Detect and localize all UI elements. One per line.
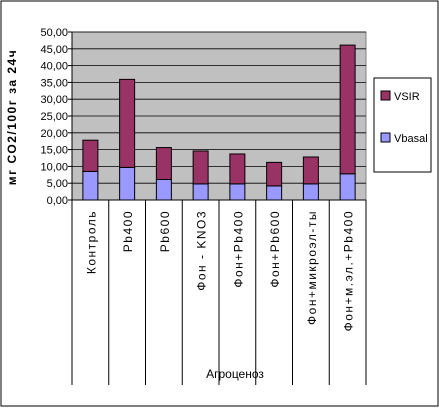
legend: VSIR Vbasal [373,77,432,173]
x-tick-label: Фон+Pb400 [231,210,245,288]
x-tick-labels: Контроль Pb400 Pb600 Фон - KNO3 Фон+Pb400 Фон… [84,210,355,331]
x-tick-label: Фон+Pb600 [268,210,282,288]
bar-vbasal [155,179,172,201]
bar-vsir [339,44,356,175]
bar-vbasal [339,173,356,201]
x-tick-label: Pb400 [121,210,135,252]
bars [82,44,356,201]
y-tick-label: 35,00 [40,77,68,89]
bar-vsir [229,153,246,185]
y-tick-label: 0,00 [47,195,68,207]
y-axis-title: мг СО2/100г за 24ч [5,49,19,185]
x-tick-label: Фон+м.эл.+Pb400 [342,210,356,331]
bar-vsir [119,78,136,168]
y-tick-label: 15,00 [40,145,68,157]
y-tick-label: 10,00 [40,161,68,173]
bar-vbasal [119,166,136,201]
x-tick-label: Контроль [84,210,98,274]
bar-vsir [266,161,283,187]
bar-vbasal [266,185,283,201]
bar-vsir [192,150,209,185]
y-tick-label: 40,00 [40,61,68,73]
y-tick-label: 25,00 [40,111,68,123]
x-axis-title: Агроценоз [206,367,264,381]
legend-swatch [380,132,391,143]
bar-vbasal [229,183,246,201]
y-tick-label: 45,00 [40,44,68,56]
y-tick-label: 5,00 [47,178,68,190]
axes [68,31,367,385]
bar-vsir [155,147,172,181]
bar-vbasal [82,170,99,201]
y-tick-label: 30,00 [40,94,68,106]
legend-label: VSIR [394,91,420,103]
x-tick-label: Фон+микроэл-ты [305,210,319,325]
y-tick-label: 20,00 [40,128,68,140]
legend-label: Vbasal [394,133,428,145]
y-tick-labels: 0,00 5,00 10,00 15,00 20,00 25,00 30,00 35,00 40… [40,27,68,207]
legend-swatch [380,90,391,101]
y-tick-label: 50,00 [40,27,68,39]
bar-vbasal [302,183,319,201]
x-tick-label: Pb600 [158,210,172,252]
bar-vsir [302,156,319,185]
x-tick-label: Фон - KNO3 [195,210,209,291]
bar-vbasal [192,183,209,201]
bar-vsir [82,139,99,172]
